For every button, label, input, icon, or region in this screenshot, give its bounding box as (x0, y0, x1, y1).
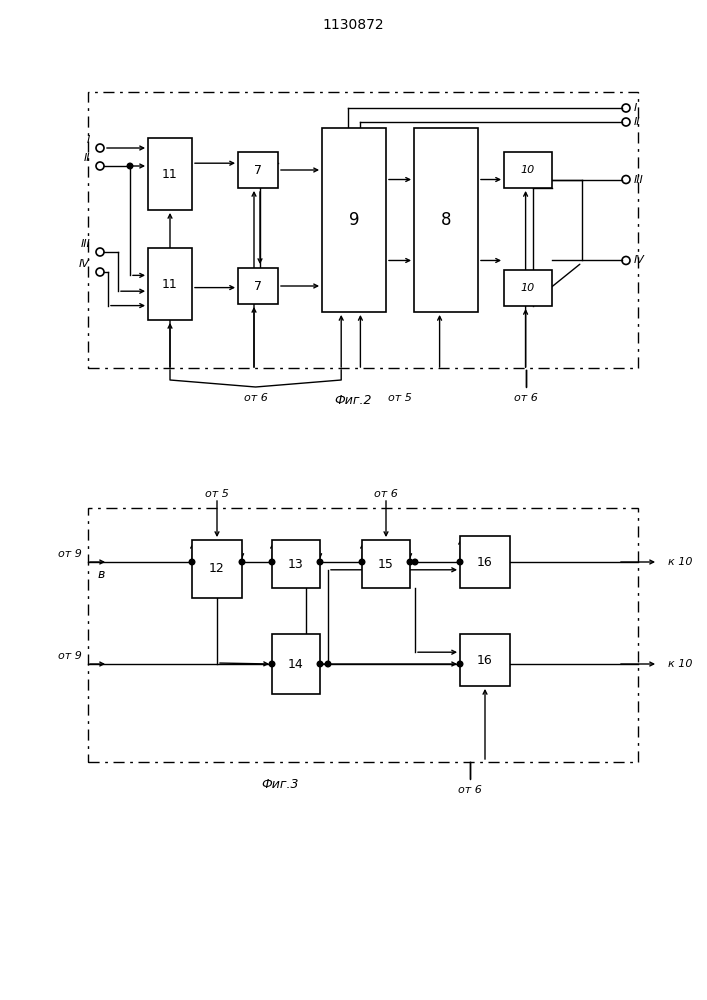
Circle shape (325, 661, 331, 667)
Bar (362, 540, 410, 588)
Bar (88, 508, 638, 762)
Circle shape (412, 559, 418, 565)
Text: 16: 16 (477, 654, 493, 666)
Text: от 6: от 6 (244, 393, 267, 403)
Bar (460, 536, 510, 588)
Circle shape (239, 559, 245, 565)
Text: II: II (83, 153, 90, 163)
Text: от 5: от 5 (205, 489, 229, 499)
Circle shape (317, 559, 323, 565)
Circle shape (407, 559, 413, 565)
Text: 1130872: 1130872 (322, 18, 384, 32)
Circle shape (269, 559, 275, 565)
Bar (504, 270, 552, 306)
Text: 10: 10 (521, 283, 535, 293)
Text: 15: 15 (378, 558, 394, 570)
Circle shape (457, 661, 463, 667)
Text: от 6: от 6 (374, 489, 398, 499)
Text: IV: IV (79, 259, 90, 269)
Text: 14: 14 (288, 658, 304, 670)
Text: в: в (98, 568, 105, 580)
Text: к 10: к 10 (668, 659, 692, 669)
Bar (460, 634, 510, 686)
Bar (192, 540, 242, 598)
Text: III: III (81, 239, 90, 249)
Bar (148, 138, 192, 210)
Circle shape (317, 661, 323, 667)
Text: от 6: от 6 (458, 785, 482, 795)
Bar (238, 152, 278, 188)
Text: III: III (634, 175, 644, 185)
Text: от 6: от 6 (514, 393, 537, 403)
Bar (148, 248, 192, 320)
Bar (504, 152, 552, 188)
Text: от 9: от 9 (58, 651, 82, 661)
Text: 11: 11 (162, 167, 178, 180)
Text: 7: 7 (254, 163, 262, 176)
Circle shape (127, 163, 133, 169)
Bar (238, 268, 278, 304)
Text: 9: 9 (349, 211, 359, 229)
Bar (272, 634, 320, 694)
Text: Фиг.3: Фиг.3 (262, 778, 299, 792)
Text: 8: 8 (440, 211, 451, 229)
Text: I: I (634, 103, 637, 113)
Circle shape (359, 559, 365, 565)
Bar (272, 540, 320, 588)
Text: от 9: от 9 (58, 549, 82, 559)
Text: 13: 13 (288, 558, 304, 570)
Circle shape (189, 559, 195, 565)
Text: 16: 16 (477, 556, 493, 568)
Text: 10: 10 (521, 165, 535, 175)
Text: 7: 7 (254, 279, 262, 292)
Text: IV: IV (634, 255, 645, 265)
Text: 12: 12 (209, 562, 225, 576)
Bar (88, 92, 638, 368)
Text: 11: 11 (162, 277, 178, 290)
Text: от 5: от 5 (388, 393, 412, 403)
Text: II: II (634, 117, 641, 127)
Bar (414, 128, 478, 312)
Text: Фиг.2: Фиг.2 (334, 393, 372, 406)
Circle shape (269, 661, 275, 667)
Text: к 10: к 10 (668, 557, 692, 567)
Text: I: I (87, 135, 90, 145)
Bar (322, 128, 386, 312)
Circle shape (457, 559, 463, 565)
